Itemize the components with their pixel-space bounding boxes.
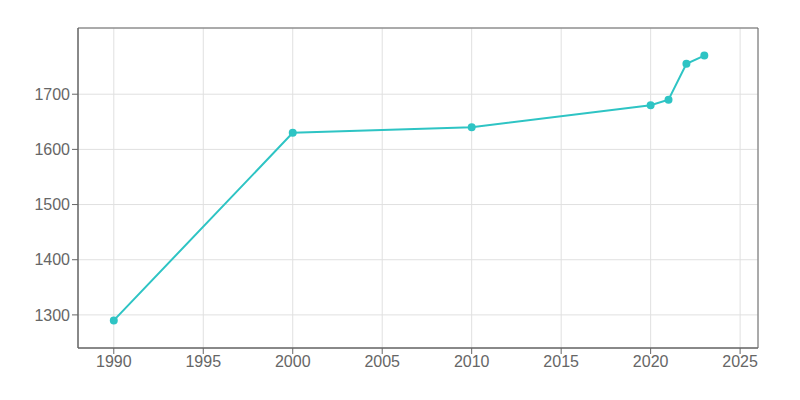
svg-text:2025: 2025	[722, 353, 758, 370]
svg-text:1300: 1300	[34, 307, 70, 324]
svg-text:1600: 1600	[34, 141, 70, 158]
svg-text:2015: 2015	[543, 353, 579, 370]
svg-text:2020: 2020	[633, 353, 669, 370]
svg-text:1990: 1990	[96, 353, 132, 370]
svg-text:2005: 2005	[364, 353, 400, 370]
svg-text:1700: 1700	[34, 86, 70, 103]
svg-text:1995: 1995	[185, 353, 221, 370]
svg-text:1400: 1400	[34, 251, 70, 268]
svg-text:2010: 2010	[454, 353, 490, 370]
svg-text:1500: 1500	[34, 196, 70, 213]
svg-text:2000: 2000	[275, 353, 311, 370]
